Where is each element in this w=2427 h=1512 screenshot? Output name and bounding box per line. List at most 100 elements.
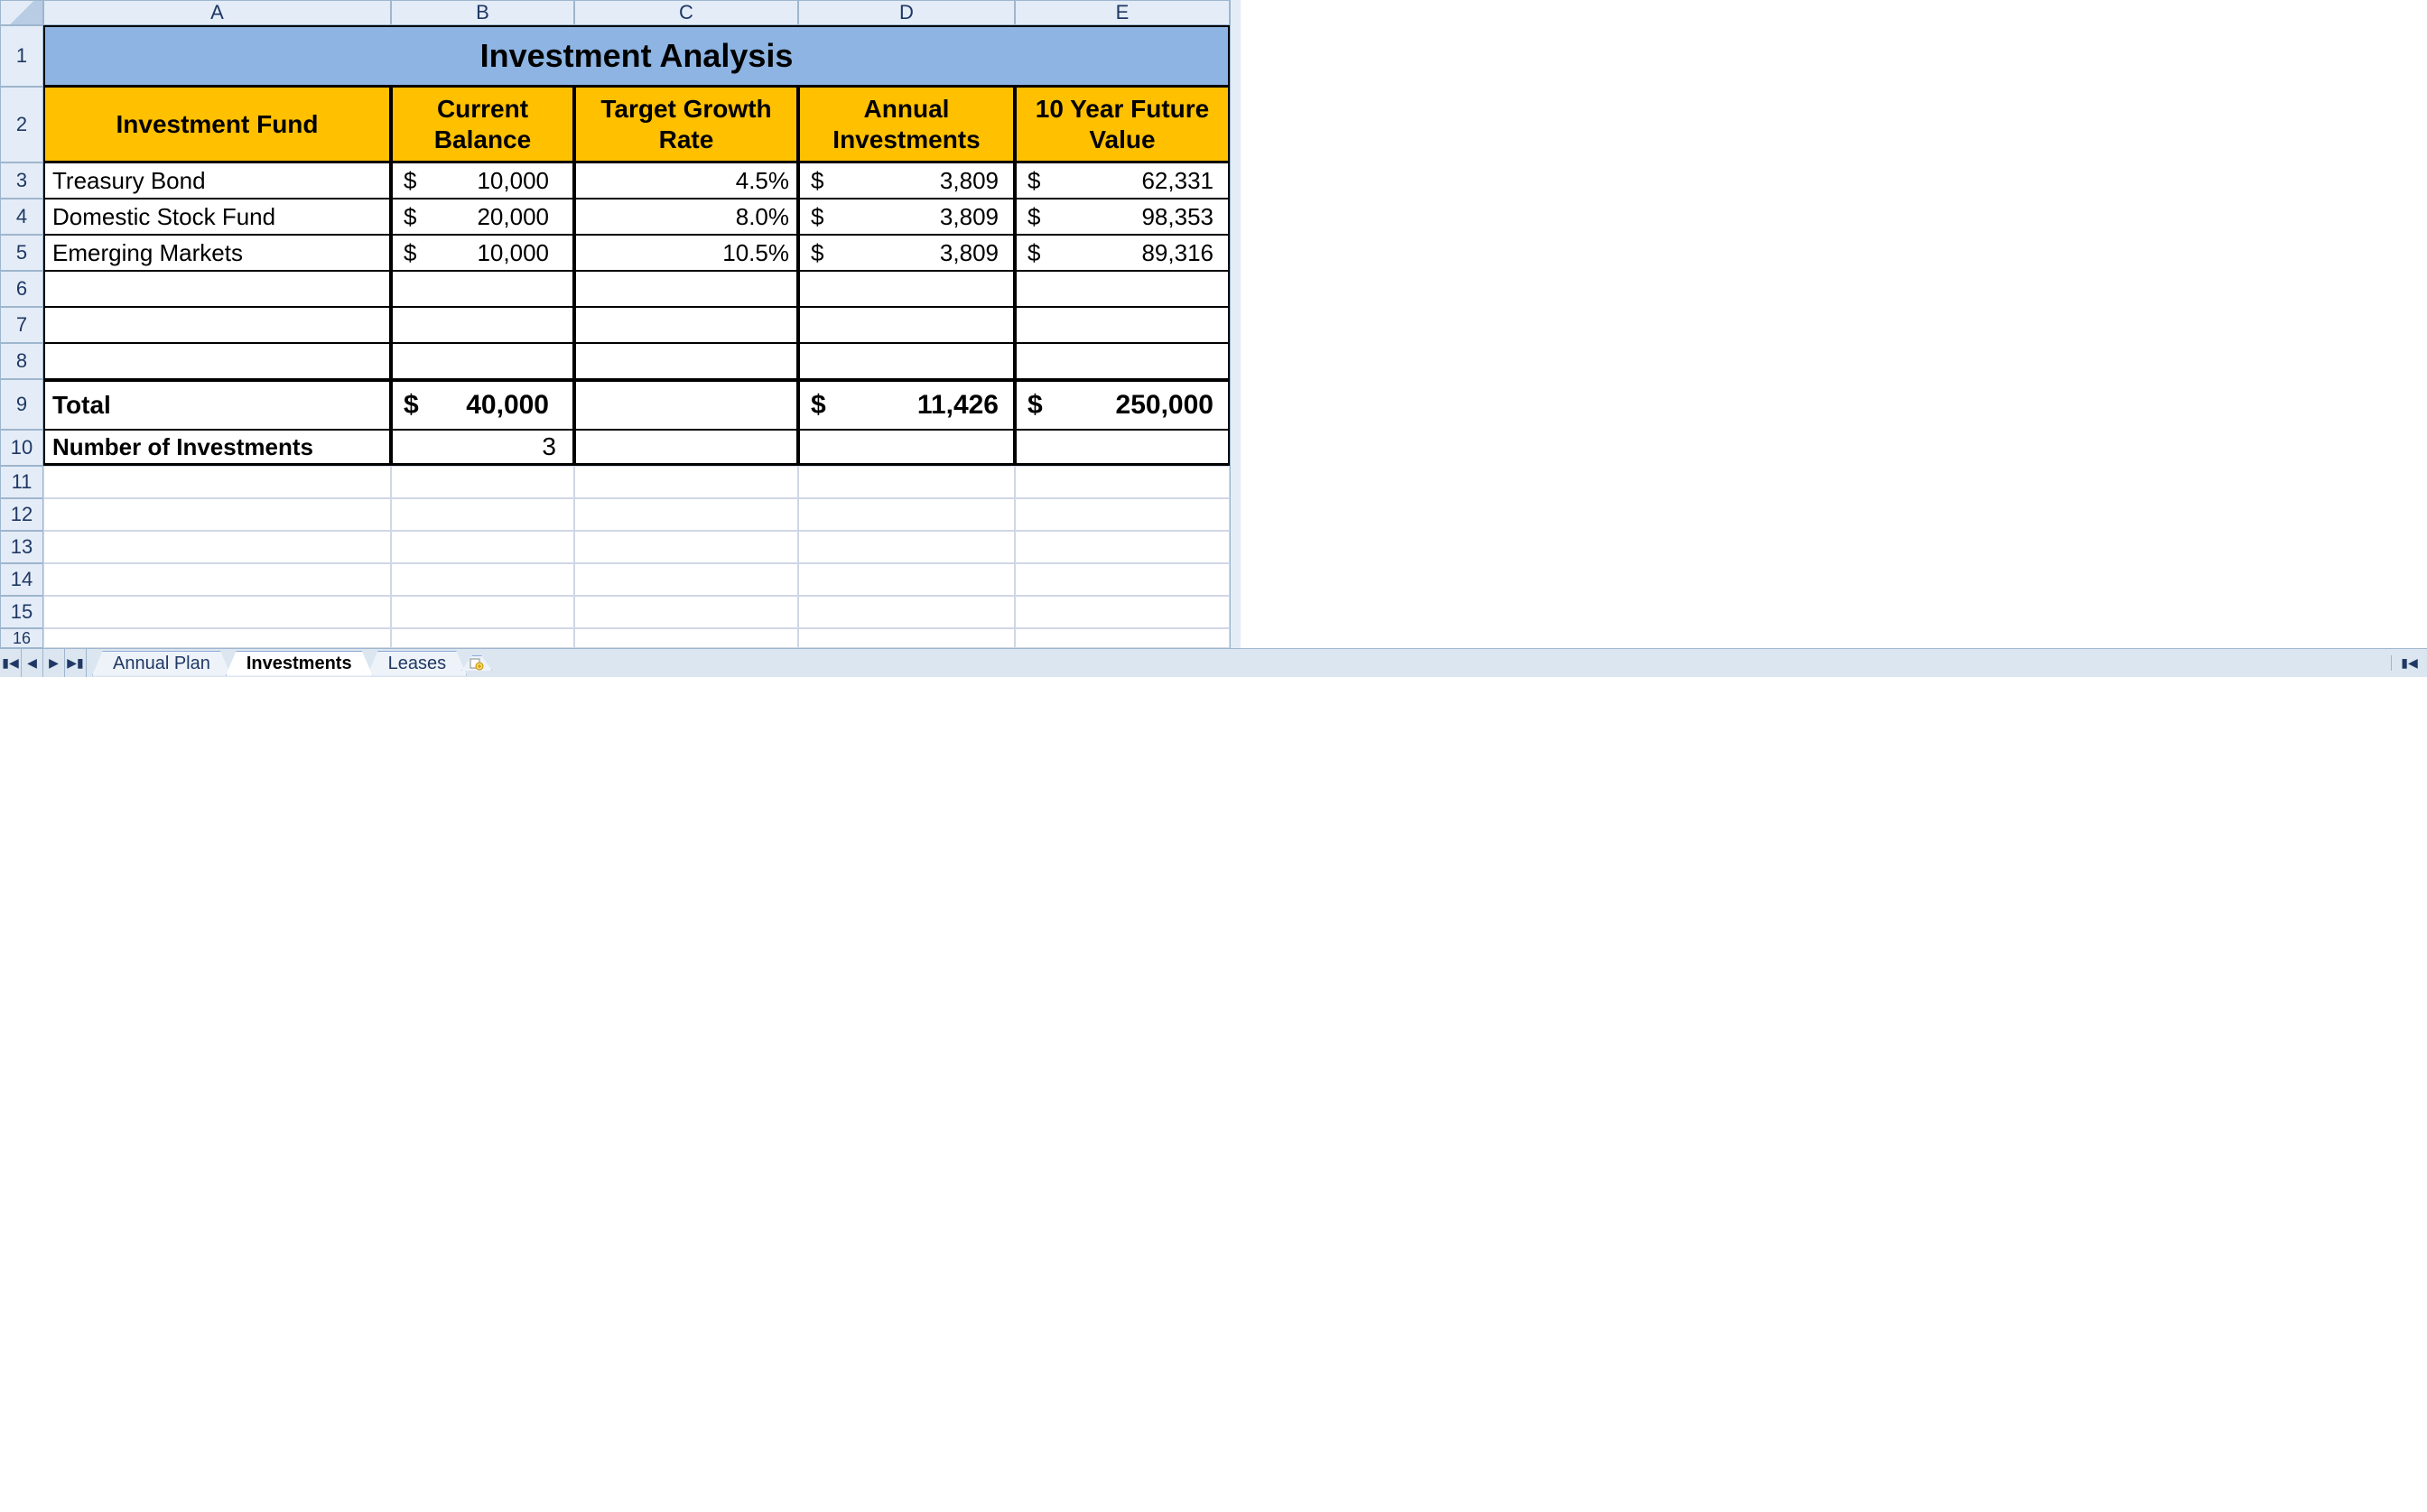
cell-C12[interactable]: [574, 498, 798, 531]
cell-E16[interactable]: [1015, 628, 1230, 648]
cell-E14[interactable]: [1015, 563, 1230, 596]
row-header-11[interactable]: 11: [0, 466, 43, 498]
row-header-10[interactable]: 10: [0, 430, 43, 466]
cell-A11[interactable]: [43, 466, 391, 498]
row-header-16[interactable]: 16: [0, 628, 43, 648]
row-header-15[interactable]: 15: [0, 596, 43, 628]
cell-C4[interactable]: 8.0%: [574, 199, 798, 235]
cell-C15[interactable]: [574, 596, 798, 628]
cell-E12[interactable]: [1015, 498, 1230, 531]
cell-B13[interactable]: [391, 531, 574, 563]
cell-C8[interactable]: [574, 343, 798, 379]
cell-E9-total-future[interactable]: $250,000: [1015, 379, 1230, 430]
cell-D3[interactable]: $3,809: [798, 162, 1015, 199]
tab-nav-prev-icon[interactable]: ◀: [22, 649, 43, 677]
row-header-3[interactable]: 3: [0, 162, 43, 199]
row-header-1[interactable]: 1: [0, 25, 43, 87]
row-header-7[interactable]: 7: [0, 307, 43, 343]
header-annual-investments[interactable]: Annual Investments: [798, 87, 1015, 162]
cell-A7[interactable]: [43, 307, 391, 343]
cell-E5[interactable]: $89,316: [1015, 235, 1230, 271]
cell-C7[interactable]: [574, 307, 798, 343]
cell-B10-count-value[interactable]: 3: [391, 430, 574, 466]
cell-D11[interactable]: [798, 466, 1015, 498]
col-header-B[interactable]: B: [391, 0, 574, 25]
cell-B15[interactable]: [391, 596, 574, 628]
cell-B5[interactable]: $10,000: [391, 235, 574, 271]
col-header-C[interactable]: C: [574, 0, 798, 25]
cell-E11[interactable]: [1015, 466, 1230, 498]
cell-B3[interactable]: $10,000: [391, 162, 574, 199]
cell-E10[interactable]: [1015, 430, 1230, 466]
cell-C5[interactable]: 10.5%: [574, 235, 798, 271]
cell-E13[interactable]: [1015, 531, 1230, 563]
cell-D10[interactable]: [798, 430, 1015, 466]
cell-D5[interactable]: $3,809: [798, 235, 1015, 271]
cell-A8[interactable]: [43, 343, 391, 379]
cell-B4[interactable]: $20,000: [391, 199, 574, 235]
header-current-balance[interactable]: Current Balance: [391, 87, 574, 162]
cell-E8[interactable]: [1015, 343, 1230, 379]
header-future-value[interactable]: 10 Year Future Value: [1015, 87, 1230, 162]
cell-B14[interactable]: [391, 563, 574, 596]
cell-D16[interactable]: [798, 628, 1015, 648]
cell-A5[interactable]: Emerging Markets: [43, 235, 391, 271]
tab-nav-last-icon[interactable]: ▶▮: [65, 649, 87, 677]
row-header-14[interactable]: 14: [0, 563, 43, 596]
row-header-5[interactable]: 5: [0, 235, 43, 271]
select-all-corner[interactable]: [0, 0, 43, 25]
cell-D13[interactable]: [798, 531, 1015, 563]
row-header-8[interactable]: 8: [0, 343, 43, 379]
cell-E4[interactable]: $98,353: [1015, 199, 1230, 235]
cell-C11[interactable]: [574, 466, 798, 498]
cell-A15[interactable]: [43, 596, 391, 628]
cell-B7[interactable]: [391, 307, 574, 343]
row-header-2[interactable]: 2: [0, 87, 43, 162]
row-header-12[interactable]: 12: [0, 498, 43, 531]
sheet-tab-annual-plan[interactable]: Annual Plan: [92, 651, 231, 676]
cell-D15[interactable]: [798, 596, 1015, 628]
cell-E7[interactable]: [1015, 307, 1230, 343]
col-header-D[interactable]: D: [798, 0, 1015, 25]
insert-sheet-button[interactable]: [461, 655, 492, 671]
cell-D4[interactable]: $3,809: [798, 199, 1015, 235]
cell-C13[interactable]: [574, 531, 798, 563]
cell-C6[interactable]: [574, 271, 798, 307]
row-header-4[interactable]: 4: [0, 199, 43, 235]
sheet-tab-investments[interactable]: Investments: [226, 651, 373, 676]
cell-A10-count-label[interactable]: Number of Investments: [43, 430, 391, 466]
cell-D8[interactable]: [798, 343, 1015, 379]
cell-A12[interactable]: [43, 498, 391, 531]
cell-D14[interactable]: [798, 563, 1015, 596]
row-header-6[interactable]: 6: [0, 271, 43, 307]
cell-B8[interactable]: [391, 343, 574, 379]
tab-nav-first-icon[interactable]: ▮◀: [0, 649, 22, 677]
cell-B12[interactable]: [391, 498, 574, 531]
cell-A16[interactable]: [43, 628, 391, 648]
cell-E15[interactable]: [1015, 596, 1230, 628]
sheet-tab-leases[interactable]: Leases: [367, 651, 468, 676]
cell-C16[interactable]: [574, 628, 798, 648]
cell-C9[interactable]: [574, 379, 798, 430]
cell-D9-total-annual[interactable]: $11,426: [798, 379, 1015, 430]
title-cell[interactable]: Investment Analysis: [43, 25, 1230, 87]
row-header-9[interactable]: 9: [0, 379, 43, 430]
col-header-A[interactable]: A: [43, 0, 391, 25]
tab-nav-next-icon[interactable]: ▶: [43, 649, 65, 677]
row-header-13[interactable]: 13: [0, 531, 43, 563]
cell-B9-total-balance[interactable]: $40,000: [391, 379, 574, 430]
cell-A4[interactable]: Domestic Stock Fund: [43, 199, 391, 235]
cell-B16[interactable]: [391, 628, 574, 648]
hscroll-left-icon[interactable]: ▮◀: [2391, 655, 2427, 671]
cell-A6[interactable]: [43, 271, 391, 307]
cell-E6[interactable]: [1015, 271, 1230, 307]
cell-C3[interactable]: 4.5%: [574, 162, 798, 199]
col-header-E[interactable]: E: [1015, 0, 1230, 25]
cell-A3[interactable]: Treasury Bond: [43, 162, 391, 199]
cell-C14[interactable]: [574, 563, 798, 596]
cell-C10[interactable]: [574, 430, 798, 466]
cell-B6[interactable]: [391, 271, 574, 307]
cell-D6[interactable]: [798, 271, 1015, 307]
cell-D7[interactable]: [798, 307, 1015, 343]
cell-B11[interactable]: [391, 466, 574, 498]
